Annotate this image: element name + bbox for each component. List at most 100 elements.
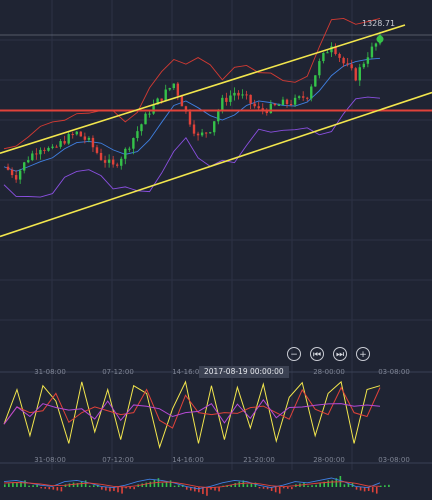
zoom-in-button[interactable]: + bbox=[356, 347, 370, 361]
candle-body bbox=[124, 148, 127, 159]
macd-histogram-bar bbox=[343, 484, 346, 487]
macd-histogram-bar bbox=[307, 485, 309, 487]
candle-body bbox=[184, 106, 188, 112]
macd-histogram-bar bbox=[218, 487, 220, 492]
candle-body bbox=[306, 97, 309, 99]
macd-histogram-bar bbox=[234, 483, 237, 487]
channel-upper-line bbox=[0, 24, 406, 155]
candle-body bbox=[249, 94, 252, 104]
macd-histogram-bar bbox=[262, 487, 265, 489]
macd-histogram-bar bbox=[380, 485, 382, 487]
bollinger-middle-line bbox=[3, 57, 381, 172]
zoom-out-button[interactable]: − bbox=[287, 347, 301, 361]
candle-body bbox=[63, 141, 66, 144]
channel-lower-line bbox=[0, 91, 432, 238]
candle-body bbox=[144, 113, 147, 125]
candle-body bbox=[18, 170, 22, 180]
price-pane[interactable] bbox=[0, 17, 432, 238]
macd-histogram-bar bbox=[169, 480, 172, 487]
macd-histogram-bar bbox=[278, 487, 281, 494]
candle-body bbox=[350, 64, 353, 69]
macd-histogram-bar bbox=[28, 485, 30, 487]
last-price-label: 1328.71 bbox=[362, 19, 395, 28]
candle-body bbox=[241, 94, 244, 96]
macd-histogram-bar bbox=[92, 485, 95, 487]
macd-histogram-bar bbox=[165, 481, 168, 487]
candle-body bbox=[338, 53, 341, 58]
candle-body bbox=[310, 86, 313, 99]
candle-body bbox=[107, 159, 111, 163]
candle-body bbox=[35, 153, 38, 155]
candle-body bbox=[362, 63, 366, 68]
candle-body bbox=[188, 111, 192, 125]
candle-body bbox=[31, 153, 34, 161]
scroll-last-button[interactable]: ⏭ bbox=[333, 347, 347, 361]
candle-body bbox=[285, 99, 289, 104]
macd-histogram-bar bbox=[36, 484, 38, 487]
macd-histogram-bar bbox=[388, 484, 390, 487]
price-x-tick-label: 28-00:00 bbox=[313, 368, 345, 376]
macd-histogram-bar bbox=[16, 483, 18, 487]
macd-histogram-bar bbox=[319, 483, 321, 487]
candle-body bbox=[75, 131, 78, 135]
macd-histogram-bar bbox=[133, 487, 135, 490]
macd-histogram-bar bbox=[291, 487, 293, 490]
macd-histogram-bar bbox=[202, 487, 204, 495]
candle-body bbox=[71, 134, 74, 136]
macd-histogram-bar bbox=[258, 487, 261, 489]
candle-body bbox=[168, 88, 171, 90]
macd-histogram-bar bbox=[214, 487, 216, 491]
macd-histogram-bar bbox=[355, 487, 358, 490]
macd-histogram-bar bbox=[274, 487, 277, 493]
macd-histogram-bar bbox=[194, 487, 196, 492]
candle-body bbox=[103, 160, 107, 163]
macd-histogram-bar bbox=[363, 487, 366, 492]
candle-body bbox=[14, 175, 18, 180]
candle-body bbox=[23, 162, 26, 171]
candle-body bbox=[152, 104, 155, 114]
macd-histogram-bar bbox=[80, 481, 83, 487]
price-x-tick-label: 03-08:00 bbox=[378, 368, 410, 376]
macd-histogram-bar bbox=[206, 487, 208, 496]
macd-histogram-bar bbox=[44, 487, 47, 489]
macd-histogram-bar bbox=[359, 487, 362, 491]
macd-histogram-bar bbox=[287, 487, 289, 489]
candle-body bbox=[180, 95, 184, 107]
macd-pane[interactable] bbox=[3, 476, 390, 496]
macd-histogram-bar bbox=[335, 478, 338, 487]
macd-histogram-bar bbox=[315, 484, 317, 487]
macd-histogram-bar bbox=[189, 487, 192, 491]
macd-histogram-bar bbox=[40, 487, 42, 489]
candle-body bbox=[265, 110, 268, 114]
price-x-tick-label: 14-16:00 bbox=[172, 368, 204, 376]
candle-body bbox=[273, 103, 277, 106]
macd-histogram-bar bbox=[4, 484, 6, 487]
candle-body bbox=[91, 137, 95, 148]
candle-body bbox=[79, 131, 83, 137]
candle-body bbox=[237, 92, 240, 96]
candle-body bbox=[156, 98, 159, 105]
stochastic-x-tick-label: 31-08:00 bbox=[34, 456, 66, 464]
stochastic-k-line bbox=[3, 380, 381, 450]
scroll-first-button[interactable]: ⏮ bbox=[310, 347, 324, 361]
macd-histogram-bar bbox=[371, 487, 374, 493]
macd-histogram-bar bbox=[24, 480, 26, 487]
stochastic-d-line bbox=[3, 386, 381, 429]
candle-body bbox=[132, 138, 135, 149]
candle-body bbox=[111, 159, 115, 165]
stochastic-pane[interactable] bbox=[3, 380, 381, 450]
macd-histogram-bar bbox=[230, 484, 233, 487]
candle-body bbox=[27, 160, 30, 163]
macd-histogram-bar bbox=[52, 487, 55, 490]
candle-body bbox=[318, 61, 321, 76]
candle-body bbox=[43, 149, 46, 151]
candle-body bbox=[204, 132, 208, 134]
candle-body bbox=[39, 149, 42, 155]
candle-body bbox=[128, 148, 131, 150]
macd-histogram-bar bbox=[323, 481, 325, 487]
macd-histogram-bar bbox=[109, 487, 111, 492]
stochastic-x-tick-label: 07-12:00 bbox=[102, 456, 134, 464]
macd-histogram-bar bbox=[121, 487, 123, 494]
candle-body bbox=[261, 108, 264, 111]
